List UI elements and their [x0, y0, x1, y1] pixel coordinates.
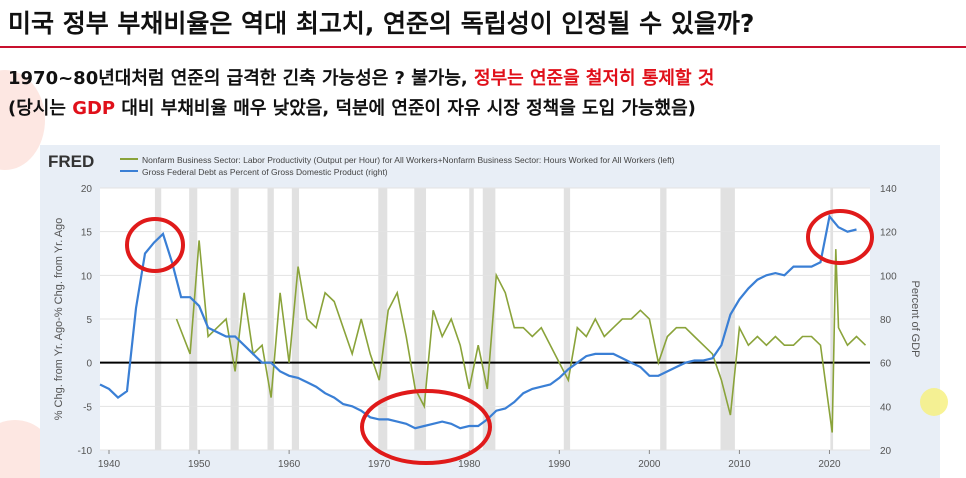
y2-tick-label: 80	[880, 315, 892, 326]
y2-tick-label: 60	[880, 359, 892, 370]
text-segment: GDP	[72, 98, 116, 119]
y-tick-label: 10	[81, 271, 93, 282]
y-tick-label: 0	[86, 359, 92, 370]
x-tick-label: 1970	[368, 459, 391, 470]
x-tick-label: 2020	[818, 459, 841, 470]
y2-tick-label: 120	[880, 228, 897, 239]
series-line	[175, 240, 867, 433]
y2-axis-label: Percent of GDP	[909, 280, 921, 357]
text-segment: (당시는	[8, 98, 73, 119]
y-tick-label: 5	[86, 315, 92, 326]
y2-tick-label: 20	[880, 446, 892, 457]
x-tick-label: 1990	[548, 459, 571, 470]
x-tick-label: 2010	[728, 459, 751, 470]
text-line: (당시는 GDP 대비 부채비율 매우 낮았음, 덕분에 연준이 자유 시장 정…	[8, 94, 696, 120]
y-tick-label: 15	[81, 228, 93, 239]
y-tick-label: -5	[83, 402, 92, 413]
y-tick-label: -10	[78, 446, 93, 457]
brand: FRED	[48, 152, 94, 171]
title-rule	[0, 46, 966, 48]
legend-label: Nonfarm Business Sector: Labor Productiv…	[142, 155, 675, 165]
y2-tick-label: 100	[880, 271, 897, 282]
text-segment: 1970~80년대처럼 연준의 급격한 긴축 가능성은 ? 불가능,	[8, 68, 475, 89]
x-tick-label: 1980	[458, 459, 481, 470]
x-tick-label: 1940	[98, 459, 121, 470]
y-axis-label: % Chg. from Yr. Ago-% Chg. from Yr. Ago	[53, 218, 65, 421]
text-line: 1970~80년대처럼 연준의 급격한 긴축 가능성은 ? 불가능, 정부는 연…	[8, 64, 714, 90]
x-tick-label: 1960	[278, 459, 301, 470]
legend-label: Gross Federal Debt as Percent of Gross D…	[142, 167, 388, 177]
y2-tick-label: 140	[880, 184, 897, 195]
y2-tick-label: 40	[880, 402, 892, 413]
x-tick-label: 2000	[638, 459, 661, 470]
slide-title: 미국 정부 부채비율은 역대 최고치, 연준의 독립성이 인정될 수 있을까?	[8, 9, 755, 38]
text-segment: 정부는 연준을 철저히 통제할 것	[474, 68, 715, 89]
x-tick-label: 1950	[188, 459, 211, 470]
text-segment: 대비 부채비율 매우 낮았음, 덕분에 연준이 자유 시장 정책을 도입 가능했…	[115, 98, 696, 119]
y-tick-label: 20	[81, 184, 93, 195]
